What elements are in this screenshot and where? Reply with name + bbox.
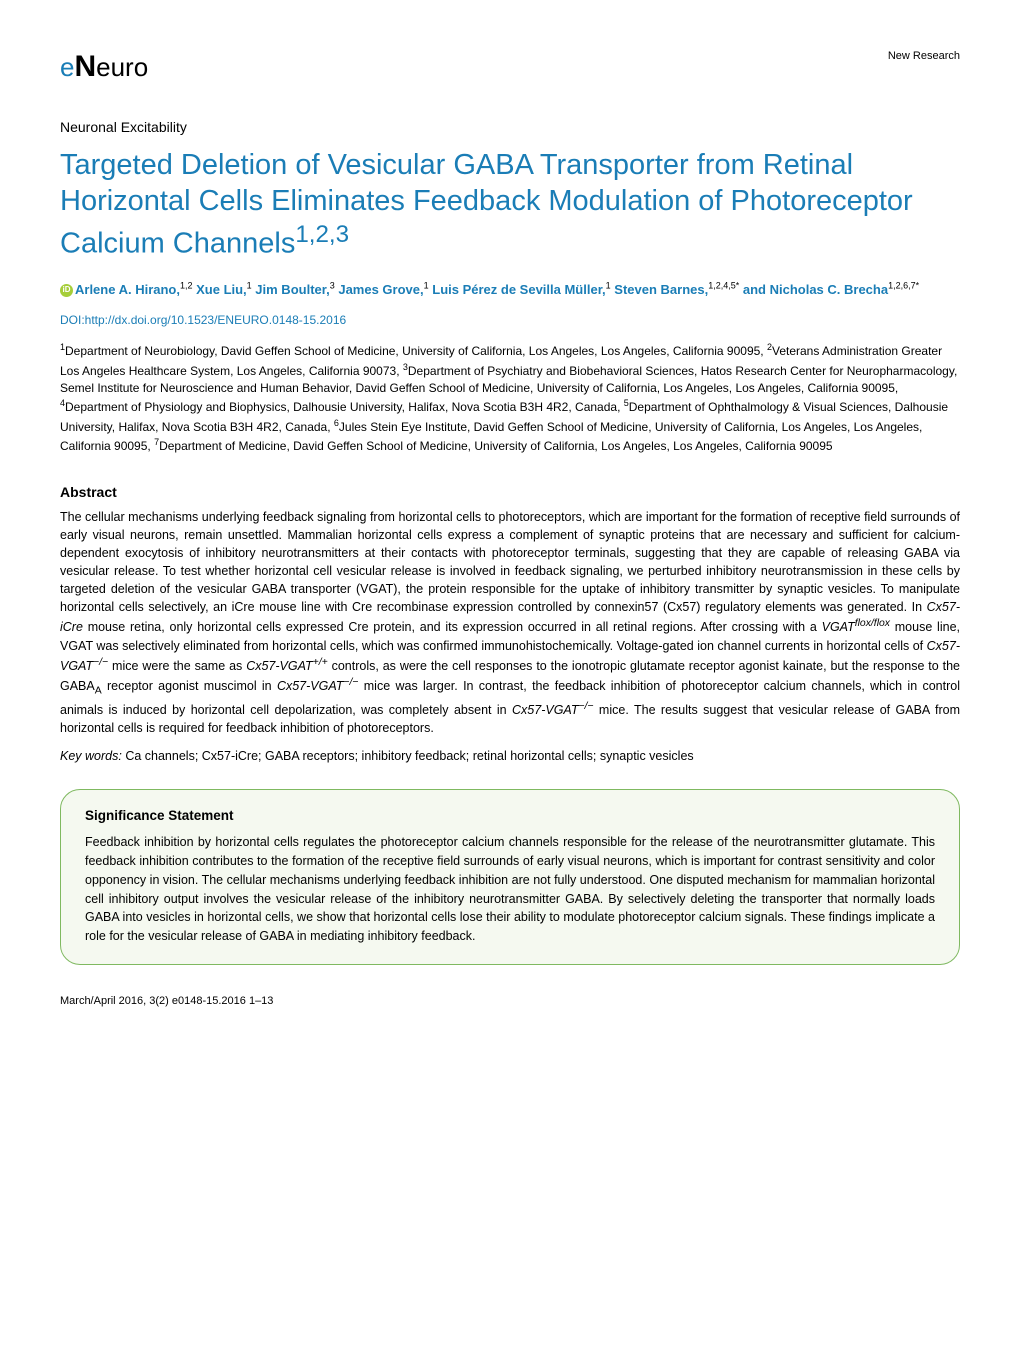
article-title: Targeted Deletion of Vesicular GABA Tran… <box>60 147 960 261</box>
keywords: Key words: Ca channels; Cx57-iCre; GABA … <box>60 747 960 765</box>
keywords-label: Key words: <box>60 749 122 763</box>
page-header: eNeuro New Research <box>60 50 960 84</box>
page-footer: March/April 2016, 3(2) e0148-15.2016 1–1… <box>60 995 960 1007</box>
doi-link[interactable]: DOI:http://dx.doi.org/10.1523/ENEURO.014… <box>60 313 960 327</box>
header-category: New Research <box>888 50 960 62</box>
title-superscript: 1,2,3 <box>295 221 349 248</box>
significance-text: Feedback inhibition by horizontal cells … <box>85 833 935 946</box>
authors-html: Arlene A. Hirano,1,2 Xue Liu,1 Jim Boult… <box>75 282 919 297</box>
authors-list: Arlene A. Hirano,1,2 Xue Liu,1 Jim Boult… <box>60 279 960 299</box>
orcid-icon <box>60 284 73 297</box>
journal-logo: eNeuro <box>60 50 148 84</box>
title-text: Targeted Deletion of Vesicular GABA Tran… <box>60 149 913 259</box>
keywords-text: Ca channels; Cx57-iCre; GABA receptors; … <box>125 749 693 763</box>
affiliations: 1Department of Neurobiology, David Geffe… <box>60 341 960 455</box>
section-label: Neuronal Excitability <box>60 119 960 135</box>
abstract-heading: Abstract <box>60 484 960 500</box>
abstract-text: The cellular mechanisms underlying feedb… <box>60 508 960 738</box>
significance-heading: Significance Statement <box>85 808 935 823</box>
significance-box: Significance Statement Feedback inhibiti… <box>60 789 960 965</box>
